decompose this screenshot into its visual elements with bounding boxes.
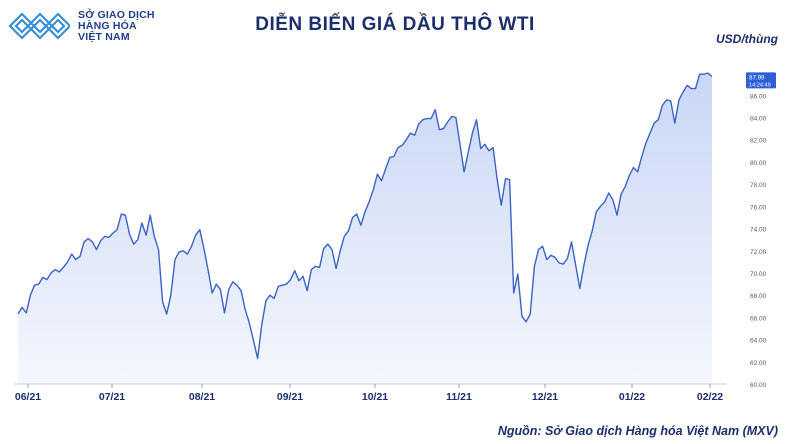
unit-label: USD/thùng [716, 32, 778, 46]
y-tick-label: 78.00 [750, 182, 767, 189]
y-tick-label: 74.00 [750, 227, 767, 234]
y-tick-label: 64.00 [750, 338, 767, 345]
x-tick-label: 06/21 [15, 391, 41, 403]
y-tick-label: 84.00 [750, 116, 767, 123]
x-tick-label: 12/21 [532, 391, 558, 403]
y-tick-label: 68.00 [750, 293, 767, 300]
price-area [18, 73, 712, 384]
price-line [17, 72, 713, 360]
y-tick-label: 76.00 [750, 204, 767, 211]
y-tick-label: 72.00 [750, 249, 767, 256]
x-tick-label: 01/22 [619, 391, 645, 403]
x-tick-label: 10/21 [362, 391, 388, 403]
y-tick-label: 80.00 [750, 160, 767, 167]
x-tick-label: 07/21 [99, 391, 125, 403]
y-tick-label: 66.00 [750, 315, 767, 322]
logo-line-2: HÀNG HÓA [78, 20, 137, 32]
x-tick-label: 02/22 [697, 391, 723, 403]
logo: SỞ GIAO DỊCH HÀNG HÓA VIỆT NAM [8, 6, 178, 46]
logo-mark-icon [8, 12, 70, 40]
logo-text: SỞ GIAO DỊCH HÀNG HÓA VIỆT NAM [78, 10, 155, 43]
logo-line-1: SỞ GIAO DỊCH [78, 9, 155, 21]
x-tick-label: 09/21 [277, 391, 303, 403]
last-time-label: 14:24:49 [749, 82, 771, 88]
source-note: Nguồn: Sở Giao dịch Hàng hóa Việt Nam (M… [497, 424, 778, 438]
chart-title: DIỄN BIẾN GIÁ DẦU THÔ WTI [255, 14, 535, 35]
x-tick-label: 08/21 [189, 391, 215, 403]
logo-line-3: VIỆT NAM [78, 31, 130, 43]
y-tick-label: 60.00 [750, 382, 767, 389]
last-price-label: 87.99 [749, 74, 765, 81]
y-tick-label: 86.00 [750, 93, 767, 100]
y-tick-label: 62.00 [750, 360, 767, 367]
x-tick-label: 11/21 [446, 391, 472, 403]
last-price-badge [746, 72, 776, 89]
y-tick-label: 82.00 [750, 138, 767, 145]
y-tick-label: 70.00 [750, 271, 767, 278]
